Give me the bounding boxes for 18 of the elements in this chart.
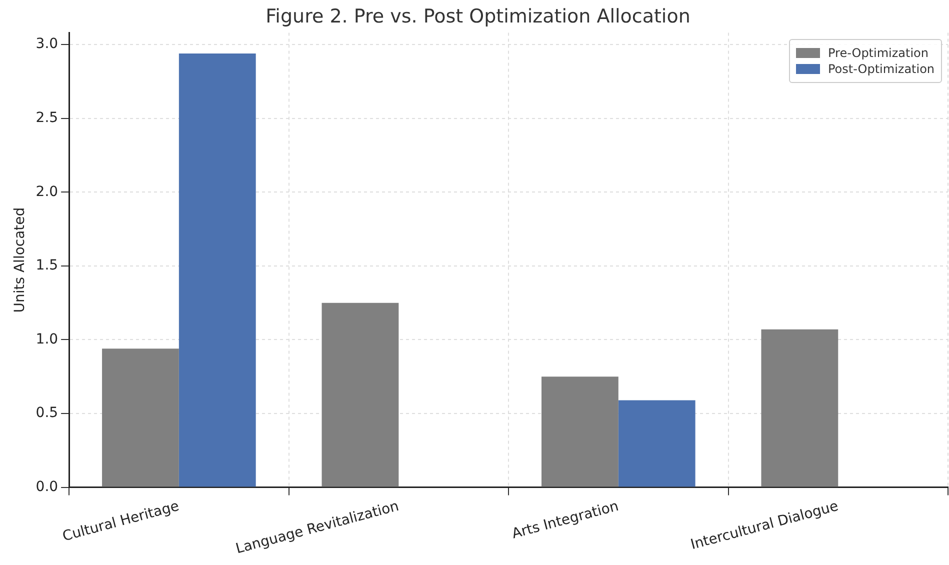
y-axis-title: Units Allocated	[12, 207, 28, 313]
y-tick-label: 2.5	[36, 110, 58, 126]
chart-title: Figure 2. Pre vs. Post Optimization Allocation	[266, 5, 690, 28]
y-tick-label: 0.5	[36, 405, 58, 422]
bar	[541, 376, 618, 487]
x-tick-label: Cultural Heritage	[60, 498, 181, 545]
y-tick-label: 1.0	[36, 331, 58, 348]
y-tick-label: 1.5	[36, 258, 58, 274]
bar	[102, 348, 179, 487]
y-tick-label: 3.0	[36, 36, 58, 52]
bar	[178, 53, 256, 487]
y-tick-label: 2.0	[36, 184, 58, 200]
legend-label: Pre-Optimization	[828, 46, 929, 60]
bar	[322, 302, 399, 487]
y-tick-label: 0.0	[36, 478, 58, 495]
legend-label: Post-Optimization	[828, 62, 935, 76]
bar	[761, 329, 838, 487]
bar	[618, 400, 696, 487]
